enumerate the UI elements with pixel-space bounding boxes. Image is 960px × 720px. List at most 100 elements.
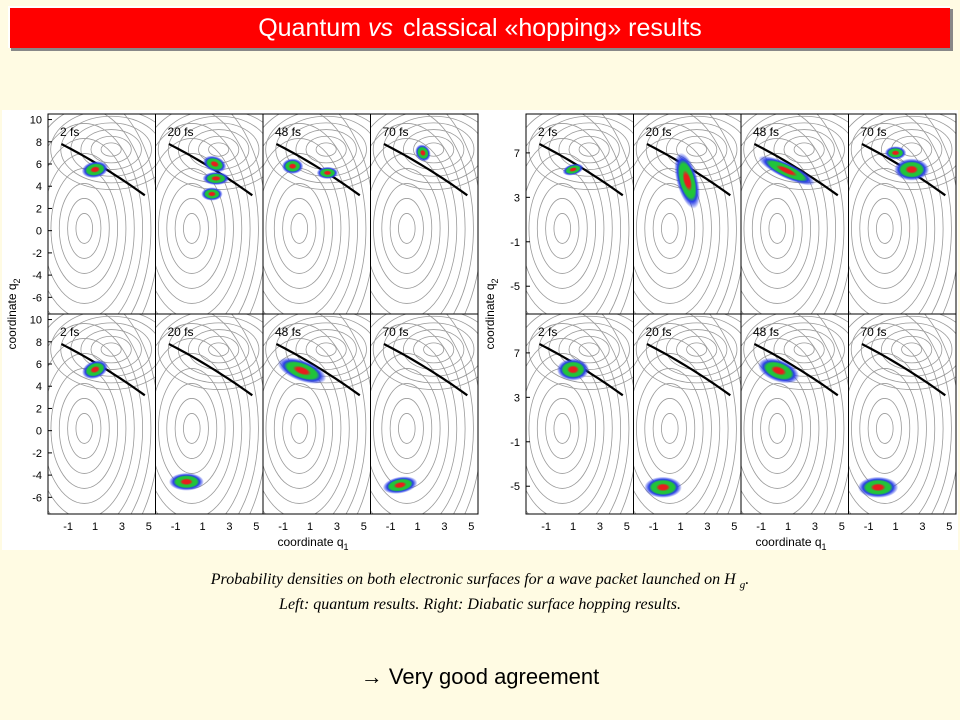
contour-line [290, 413, 309, 444]
contour-line [901, 342, 923, 357]
y-tick-label: 4 [36, 381, 42, 393]
panel-frame [370, 313, 479, 515]
contour-line [155, 353, 234, 504]
x-tick-label: 1 [414, 521, 420, 533]
density-blob [562, 163, 584, 176]
density-blob [857, 476, 899, 498]
contour-line [661, 213, 679, 244]
contour-line [158, 368, 226, 489]
contour-line [773, 129, 835, 170]
contour-line [686, 142, 708, 157]
x-tick-label: 1 [785, 521, 791, 533]
contour-line [166, 183, 218, 274]
density-blob [202, 155, 227, 173]
contour-line [398, 213, 416, 244]
contour-line [295, 329, 357, 370]
contour-line [273, 183, 325, 274]
contour-line [768, 213, 787, 244]
contour-line [263, 353, 342, 504]
contour-line [48, 123, 143, 314]
caption-line-1-subscript: g [739, 579, 746, 592]
y-axis-label: coordinate q2 [5, 278, 22, 349]
x-tick-label: 3 [597, 521, 603, 533]
x-tick-label: 5 [624, 521, 630, 533]
contour-line [183, 413, 201, 444]
contour-line [158, 168, 226, 289]
contour-line [633, 114, 737, 314]
panel-time-label: 48 fs [275, 325, 301, 339]
contour-line [155, 323, 251, 514]
contour-line [370, 123, 466, 314]
contour-line [526, 123, 621, 314]
x-tick-label: 3 [334, 521, 340, 533]
contour-line [90, 135, 132, 164]
contour-line [526, 138, 613, 314]
contour-line [553, 213, 572, 244]
contour-line [167, 315, 263, 384]
contour-line [741, 138, 828, 314]
contour-line [48, 314, 152, 514]
crossing-seam-curve [275, 143, 361, 197]
contour-line [75, 413, 94, 444]
contour-line [208, 342, 230, 357]
contour-line [686, 342, 708, 357]
y-tick-label: -6 [32, 492, 42, 504]
contour-line [166, 383, 218, 474]
contour-line [155, 138, 243, 314]
density-blob [644, 476, 682, 498]
contour-line [263, 323, 358, 514]
contour-line [867, 198, 902, 259]
contour-line [263, 338, 350, 514]
y-tick-label: -2 [32, 248, 42, 260]
contour-line [265, 114, 371, 190]
panel-time-label: 48 fs [753, 325, 779, 339]
contour-line [265, 368, 334, 489]
contour-line [48, 114, 152, 314]
contour-line [275, 115, 371, 184]
contour-line [273, 383, 325, 474]
title-part-quantum: Quantum [258, 13, 362, 42]
crossing-seam-curve [383, 143, 468, 197]
contour-line [526, 338, 613, 514]
caption-line-1-end: . [745, 571, 750, 588]
contour-line [859, 383, 911, 474]
x-tick-label: 1 [570, 521, 576, 533]
contour-line [859, 183, 911, 274]
contour-line [60, 115, 156, 184]
y-tick-label: -4 [32, 270, 42, 282]
x-tick-label: 5 [946, 521, 952, 533]
density-blob [884, 146, 907, 160]
contour-line [601, 314, 634, 514]
panel-time-label: 70 fs [383, 325, 409, 339]
contour-line [760, 198, 795, 259]
x-tick-label: 1 [199, 521, 205, 533]
caption-line-1-text: Probability densities on both electronic… [210, 571, 736, 588]
contour-line [155, 153, 234, 304]
contour-line [305, 335, 347, 364]
contour-line [370, 338, 458, 514]
y-axis-label: coordinate q2 [483, 278, 500, 349]
contour-line [282, 398, 317, 459]
contour-line [188, 329, 250, 370]
x-tick-label: -1 [63, 521, 73, 533]
contour-line [568, 135, 610, 164]
x-tick-label: 1 [307, 521, 313, 533]
contour-line [526, 314, 630, 514]
contour-line [743, 168, 812, 289]
contour-line [58, 383, 110, 474]
panel-time-label: 20 fs [646, 125, 672, 139]
contour-line [538, 315, 634, 384]
contour-line [743, 114, 849, 190]
panel-time-label: 48 fs [753, 125, 779, 139]
contour-line [389, 398, 424, 459]
contour-line [633, 338, 721, 514]
panel-70fs-row0: 70 fs [848, 113, 957, 315]
contour-line [528, 314, 634, 390]
contour-line [661, 413, 679, 444]
panel-48fs-row0: 48 fs [740, 113, 849, 315]
contour-line [851, 368, 919, 489]
x-tick-label: 3 [812, 521, 818, 533]
y-tick-label: 3 [514, 192, 520, 204]
contour-line [75, 213, 94, 244]
contour-line [851, 168, 919, 289]
